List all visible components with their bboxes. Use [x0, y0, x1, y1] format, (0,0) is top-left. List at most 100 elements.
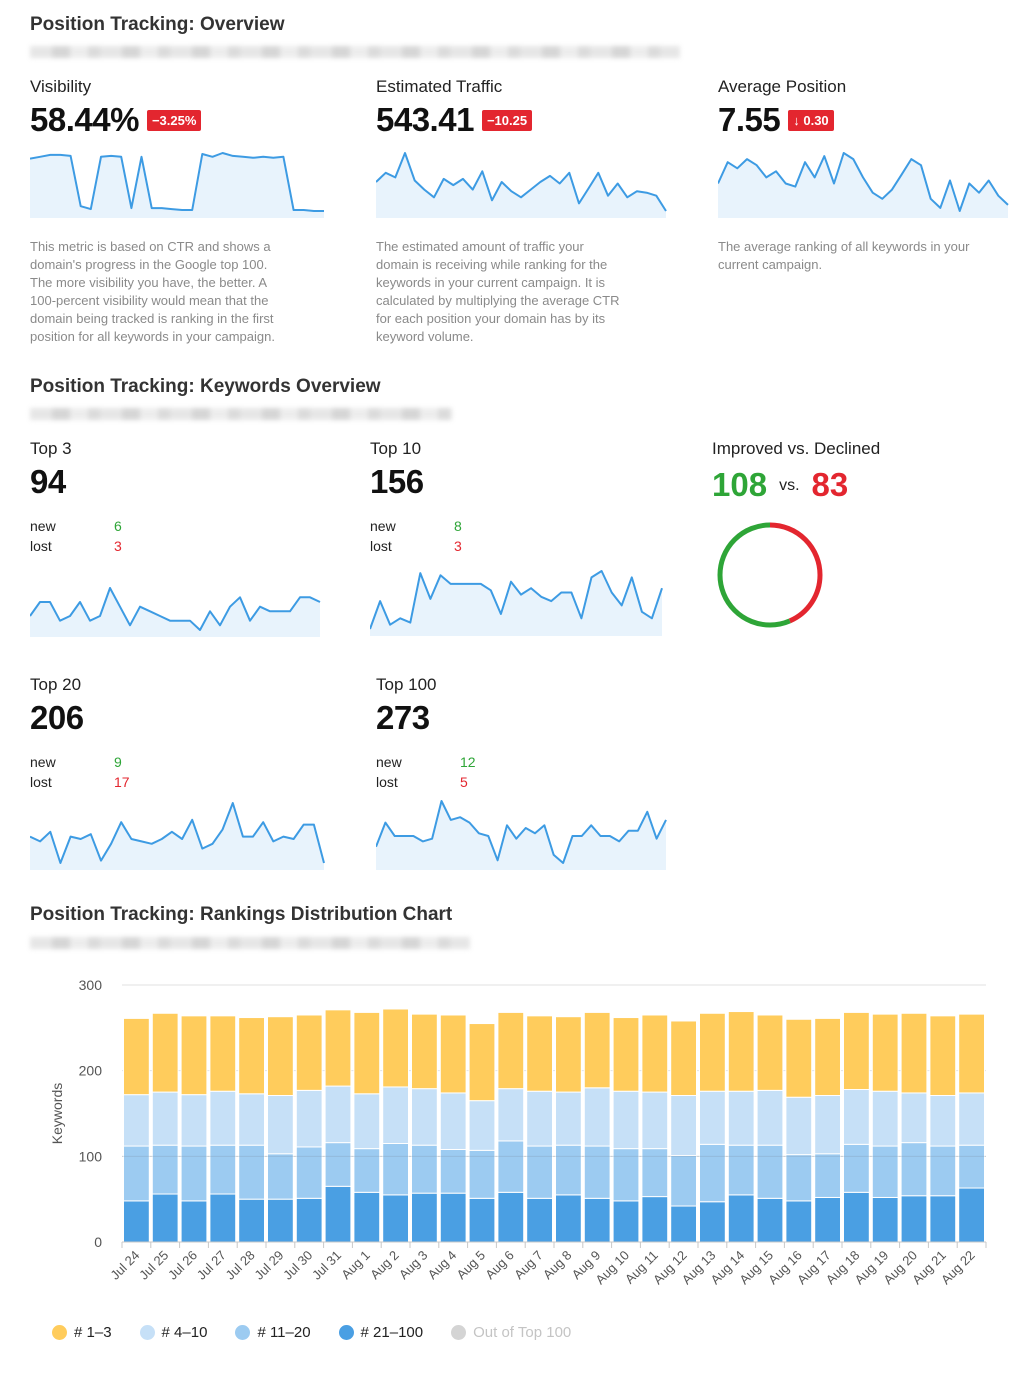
bar-segment-top20[interactable]: [555, 1144, 582, 1196]
bar-segment-top10[interactable]: [209, 1090, 237, 1146]
legend-item-top100[interactable]: # 21–100: [338, 1324, 423, 1341]
bar-segment-top10[interactable]: [295, 1089, 323, 1148]
bar-segment-top100[interactable]: [785, 1200, 813, 1243]
bar-segment-top100[interactable]: [699, 1201, 726, 1243]
bar-segment-top20[interactable]: [295, 1146, 323, 1199]
bar-segment-top10[interactable]: [555, 1091, 582, 1146]
bar-segment-top100[interactable]: [814, 1196, 842, 1243]
bar-segment-top10[interactable]: [411, 1088, 438, 1146]
bar-segment-top20[interactable]: [814, 1153, 842, 1198]
bar-segment-top10[interactable]: [526, 1090, 554, 1147]
bar-segment-top100[interactable]: [382, 1194, 410, 1243]
bar-segment-top10[interactable]: [238, 1093, 265, 1146]
bar-segment-top20[interactable]: [267, 1153, 294, 1200]
bar-segment-top20[interactable]: [727, 1144, 755, 1196]
bar-segment-top10[interactable]: [958, 1092, 986, 1146]
bar-segment-top100[interactable]: [727, 1194, 755, 1243]
bar-segment-top3[interactable]: [699, 1012, 726, 1092]
bar-segment-top100[interactable]: [411, 1192, 438, 1243]
bar-segment-top10[interactable]: [439, 1092, 467, 1150]
bar-segment-top3[interactable]: [180, 1015, 208, 1096]
bar-segment-top10[interactable]: [843, 1089, 870, 1145]
bar-segment-top20[interactable]: [843, 1143, 870, 1193]
bar-segment-top20[interactable]: [238, 1144, 265, 1200]
bar-segment-top10[interactable]: [814, 1095, 842, 1155]
bar-segment-top100[interactable]: [295, 1197, 323, 1243]
bar-segment-top100[interactable]: [929, 1195, 957, 1243]
bar-segment-top3[interactable]: [756, 1014, 784, 1091]
bar-segment-top3[interactable]: [209, 1015, 237, 1092]
bar-segment-top20[interactable]: [641, 1148, 669, 1198]
bar-segment-top100[interactable]: [958, 1187, 986, 1243]
bar-segment-top10[interactable]: [468, 1100, 496, 1151]
bar-segment-top20[interactable]: [123, 1145, 150, 1202]
bar-segment-top100[interactable]: [324, 1185, 352, 1243]
bar-segment-top10[interactable]: [641, 1091, 669, 1150]
bar-segment-top100[interactable]: [641, 1196, 669, 1243]
bar-segment-top100[interactable]: [180, 1200, 208, 1243]
bar-segment-top10[interactable]: [756, 1089, 784, 1146]
bar-segment-top20[interactable]: [900, 1142, 928, 1197]
bar-segment-top20[interactable]: [411, 1144, 438, 1194]
bar-segment-top100[interactable]: [843, 1191, 870, 1243]
bar-segment-top100[interactable]: [209, 1193, 237, 1243]
bar-segment-top100[interactable]: [497, 1191, 525, 1243]
bar-segment-top3[interactable]: [439, 1014, 467, 1094]
bar-segment-top10[interactable]: [727, 1090, 755, 1146]
bar-segment-top20[interactable]: [699, 1143, 726, 1203]
bar-segment-top3[interactable]: [958, 1013, 986, 1094]
bar-segment-top100[interactable]: [670, 1205, 698, 1243]
bar-segment-top3[interactable]: [267, 1016, 294, 1097]
bar-segment-top10[interactable]: [871, 1090, 899, 1147]
bar-segment-top10[interactable]: [929, 1095, 957, 1147]
bar-segment-top3[interactable]: [123, 1017, 150, 1096]
bar-segment-top3[interactable]: [871, 1013, 899, 1092]
bar-segment-top3[interactable]: [900, 1012, 928, 1094]
bar-segment-top20[interactable]: [439, 1148, 467, 1194]
bar-segment-top3[interactable]: [555, 1016, 582, 1093]
legend-item-top20[interactable]: # 11–20: [235, 1324, 311, 1341]
bar-segment-top20[interactable]: [670, 1154, 698, 1207]
legend-item-top3[interactable]: # 1–3: [52, 1324, 112, 1341]
bar-segment-top100[interactable]: [123, 1200, 150, 1243]
bar-segment-top3[interactable]: [641, 1014, 669, 1093]
bar-segment-top20[interactable]: [353, 1148, 381, 1193]
bar-segment-top20[interactable]: [929, 1145, 957, 1197]
bar-segment-top10[interactable]: [382, 1086, 410, 1144]
bar-segment-top20[interactable]: [497, 1140, 525, 1193]
bar-segment-top20[interactable]: [583, 1145, 611, 1199]
bar-segment-top20[interactable]: [785, 1154, 813, 1202]
bar-segment-top100[interactable]: [267, 1198, 294, 1243]
bar-segment-top3[interactable]: [497, 1011, 525, 1090]
bar-segment-top20[interactable]: [958, 1144, 986, 1189]
bar-segment-top100[interactable]: [900, 1195, 928, 1243]
bar-segment-top3[interactable]: [151, 1012, 179, 1093]
bar-segment-top3[interactable]: [929, 1015, 957, 1097]
bar-segment-top100[interactable]: [238, 1198, 265, 1243]
bar-segment-top3[interactable]: [353, 1011, 381, 1095]
bar-segment-top100[interactable]: [468, 1197, 496, 1243]
bar-segment-top10[interactable]: [353, 1093, 381, 1150]
bar-segment-top10[interactable]: [670, 1095, 698, 1156]
bar-segment-top10[interactable]: [900, 1092, 928, 1144]
bar-segment-top10[interactable]: [583, 1087, 611, 1147]
bar-segment-top3[interactable]: [411, 1013, 438, 1090]
bar-segment-top100[interactable]: [151, 1193, 179, 1243]
bar-segment-top3[interactable]: [785, 1018, 813, 1098]
bar-segment-top3[interactable]: [382, 1008, 410, 1088]
bar-segment-top3[interactable]: [814, 1017, 842, 1097]
bar-segment-top3[interactable]: [670, 1020, 698, 1097]
bar-segment-top20[interactable]: [871, 1145, 899, 1198]
legend-item-out-of-top100[interactable]: Out of Top 100: [451, 1324, 571, 1341]
bar-segment-top100[interactable]: [439, 1192, 467, 1243]
bar-segment-top3[interactable]: [295, 1014, 323, 1091]
bar-segment-top20[interactable]: [382, 1142, 410, 1196]
bar-segment-top100[interactable]: [555, 1194, 582, 1243]
legend-item-top10[interactable]: # 4–10: [139, 1324, 207, 1341]
bar-segment-top10[interactable]: [699, 1090, 726, 1145]
bar-segment-top10[interactable]: [497, 1088, 525, 1142]
bar-segment-top3[interactable]: [727, 1011, 755, 1092]
bar-segment-top3[interactable]: [612, 1017, 640, 1092]
bar-segment-top10[interactable]: [180, 1094, 208, 1147]
bar-segment-top20[interactable]: [180, 1145, 208, 1202]
